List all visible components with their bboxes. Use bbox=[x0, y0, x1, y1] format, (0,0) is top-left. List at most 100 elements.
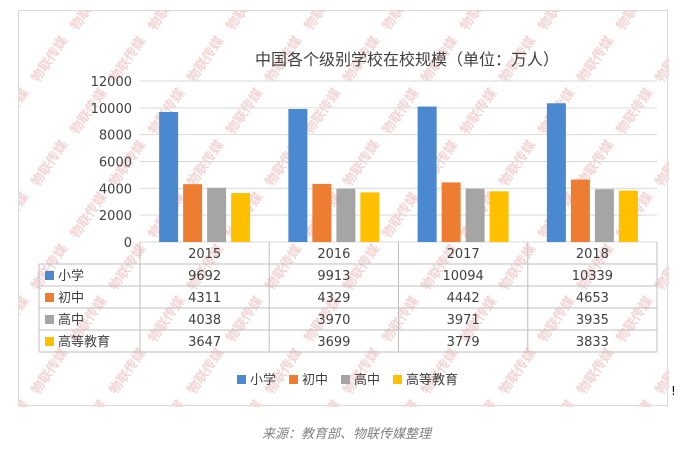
chart-title: 中国各个级别学校在校规模（单位：万人） bbox=[255, 50, 559, 69]
legend-swatch-高等教育 bbox=[393, 375, 402, 384]
watermark-text: 物联传媒 bbox=[613, 85, 657, 138]
table-cell-value: 4653 bbox=[576, 291, 609, 306]
watermark-text: 物联传媒 bbox=[457, 85, 501, 138]
bar-2018-高中 bbox=[594, 189, 614, 242]
watermark-text: 物联传媒 bbox=[145, 397, 189, 407]
watermark-text: 物联传媒 bbox=[184, 137, 228, 190]
watermark-text: 物联传媒 bbox=[145, 11, 189, 33]
bar-2016-小学 bbox=[288, 109, 308, 242]
watermark-text: 物联传媒 bbox=[106, 345, 150, 398]
watermark-text: 物联传媒 bbox=[379, 85, 423, 138]
bar-2018-高等教育 bbox=[618, 190, 638, 242]
legend-swatch-高中 bbox=[341, 375, 350, 384]
bar-2016-高中 bbox=[336, 188, 356, 242]
watermark-text: 物联传媒 bbox=[379, 397, 423, 407]
watermark-text: 物联传媒 bbox=[19, 189, 33, 242]
bar-2017-初中 bbox=[441, 182, 461, 242]
data-table: 2015 2016 2017 2018 小学 9692 9913 10094 10339 初中 43… bbox=[38, 242, 658, 353]
table-series-label: 小学 bbox=[58, 268, 84, 284]
table-cell-value: 3699 bbox=[317, 335, 350, 350]
bar-2015-高中 bbox=[207, 187, 227, 242]
bar-2018-小学 bbox=[546, 103, 566, 242]
table-cell-value: 4038 bbox=[188, 313, 221, 328]
watermark-text: 物联传媒 bbox=[28, 241, 72, 294]
table-header-2016: 2016 bbox=[317, 247, 350, 262]
table-series-label: 高中 bbox=[58, 312, 84, 328]
watermark-text: 物联传媒 bbox=[535, 11, 579, 33]
watermark-text: 物联传媒 bbox=[67, 397, 111, 407]
legend-label: 高等教育 bbox=[406, 372, 458, 388]
watermark-text: 物联传媒 bbox=[613, 11, 657, 33]
legend-swatch-小学 bbox=[237, 375, 246, 384]
table-cell-value: 3935 bbox=[576, 313, 609, 328]
table-cell-value: 4442 bbox=[447, 291, 480, 306]
watermark-text: 物联传媒 bbox=[184, 33, 228, 86]
table-cell-value: 10094 bbox=[442, 269, 483, 284]
watermark-text: 物联传媒 bbox=[184, 345, 228, 398]
watermark-text: 物联传媒 bbox=[418, 345, 462, 398]
watermark-text: 物联传媒 bbox=[457, 11, 501, 33]
y-tick-label: 2000 bbox=[99, 209, 132, 224]
y-tick-label: 0 bbox=[124, 236, 132, 251]
table-swatch-小学 bbox=[45, 271, 54, 280]
bar-layer bbox=[159, 103, 638, 242]
bar-2015-初中 bbox=[183, 184, 203, 242]
legend-label: 高中 bbox=[354, 372, 380, 388]
table-swatch-高等教育 bbox=[45, 337, 54, 346]
watermark-text: 物联传媒 bbox=[301, 85, 345, 138]
watermark-text: 物联传媒 bbox=[223, 11, 267, 33]
stray-mark: ! bbox=[671, 384, 676, 398]
watermark-text: 物联传媒 bbox=[496, 241, 540, 294]
watermark-text: 物联传媒 bbox=[379, 293, 423, 346]
watermark-text: 物联传媒 bbox=[223, 293, 267, 346]
watermark-text: 物联传媒 bbox=[613, 293, 657, 346]
watermark-text: 物联传媒 bbox=[457, 397, 501, 407]
bar-2015-高等教育 bbox=[231, 193, 251, 242]
bar-2017-高等教育 bbox=[489, 191, 509, 242]
watermark-text: 物联传媒 bbox=[340, 345, 384, 398]
watermark-text: 物联传媒 bbox=[19, 397, 33, 407]
watermark-text: 物联传媒 bbox=[574, 345, 618, 398]
bar-2016-高等教育 bbox=[360, 192, 380, 242]
watermark-text: 物联传媒 bbox=[223, 85, 267, 138]
table-cell-value: 3647 bbox=[188, 335, 221, 350]
watermark-text: 物联传媒 bbox=[496, 137, 540, 190]
watermark-text: 物联传媒 bbox=[652, 241, 669, 294]
watermark-text: 物联传媒 bbox=[28, 345, 72, 398]
watermark-text: 物联传媒 bbox=[262, 345, 306, 398]
table-header-2018: 2018 bbox=[576, 247, 609, 262]
y-tick-label: 10000 bbox=[91, 102, 132, 117]
source-caption: 来源：教育部、物联传媒整理 bbox=[261, 427, 431, 442]
bar-2017-小学 bbox=[417, 106, 437, 242]
table-cell-value: 3779 bbox=[447, 335, 480, 350]
table-series-label: 高等教育 bbox=[58, 334, 110, 350]
watermark-text: 物联传媒 bbox=[301, 397, 345, 407]
y-tick-label: 6000 bbox=[99, 156, 132, 171]
watermark-text: 物联传媒 bbox=[379, 11, 423, 33]
watermark-text: 物联传媒 bbox=[652, 345, 669, 398]
table-cell-value: 3971 bbox=[447, 313, 480, 328]
table-header-2017: 2017 bbox=[447, 247, 480, 262]
watermark-text: 物联传媒 bbox=[262, 241, 306, 294]
table-swatch-高中 bbox=[45, 315, 54, 324]
watermark-text: 物联传媒 bbox=[19, 85, 33, 138]
y-tick-label: 4000 bbox=[99, 182, 132, 197]
table-swatch-初中 bbox=[45, 293, 54, 302]
table-cell-value: 9692 bbox=[188, 269, 221, 284]
chart-svg: 物联传媒 物联传媒 物联传媒 物联传媒 物联传媒 物联传媒 物联传媒 物联传媒 物联传媒物联传媒… bbox=[19, 11, 669, 407]
bar-2016-初中 bbox=[312, 183, 332, 242]
watermark-text: 物联传媒 bbox=[145, 293, 189, 346]
watermark-text: 物联传媒 bbox=[67, 11, 111, 33]
table-cell-value: 4311 bbox=[188, 291, 221, 306]
bar-2018-初中 bbox=[570, 179, 590, 242]
watermark-text: 物联传媒 bbox=[652, 137, 669, 190]
grid-layer: 0 2000 4000 6000 8000 10000 12000 bbox=[91, 75, 657, 251]
table-cell-value: 4329 bbox=[317, 291, 350, 306]
watermark-text: 物联传媒 bbox=[613, 397, 657, 407]
watermark-text: 物联传媒 bbox=[28, 33, 72, 86]
watermark-text: 物联传媒 bbox=[496, 345, 540, 398]
legend-swatch-初中 bbox=[289, 375, 298, 384]
watermark-text: 物联传媒 bbox=[223, 397, 267, 407]
y-tick-label: 12000 bbox=[91, 75, 132, 90]
table-header-2015: 2015 bbox=[188, 247, 221, 262]
